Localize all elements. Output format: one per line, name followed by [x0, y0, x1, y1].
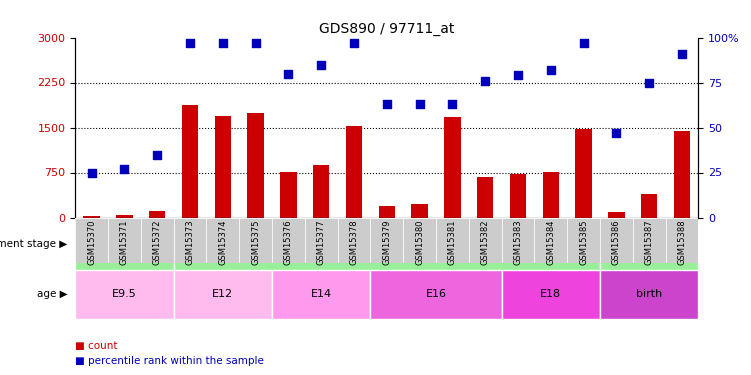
- Bar: [641, 194, 657, 217]
- Bar: [469, 217, 502, 262]
- Bar: [345, 126, 362, 218]
- Bar: [173, 270, 272, 319]
- Text: GSM15383: GSM15383: [514, 220, 523, 266]
- Bar: [412, 204, 428, 218]
- Text: GSM15373: GSM15373: [185, 220, 195, 266]
- Bar: [535, 217, 567, 262]
- Bar: [477, 177, 493, 218]
- Bar: [542, 172, 559, 217]
- Text: birth: birth: [636, 290, 662, 299]
- Point: [414, 101, 426, 107]
- Bar: [149, 211, 165, 218]
- Text: GSM15388: GSM15388: [677, 220, 686, 266]
- Bar: [674, 131, 690, 218]
- Text: E16: E16: [426, 290, 447, 299]
- Bar: [444, 117, 460, 218]
- Text: GSM15381: GSM15381: [448, 220, 457, 265]
- Text: GSM15386: GSM15386: [612, 220, 621, 266]
- Bar: [600, 217, 633, 262]
- Bar: [370, 217, 403, 262]
- Bar: [173, 217, 207, 262]
- Bar: [633, 217, 665, 262]
- Point: [119, 166, 131, 172]
- Bar: [83, 216, 100, 217]
- Text: age ▶: age ▶: [37, 290, 68, 299]
- Point: [86, 170, 98, 176]
- Point: [381, 101, 393, 107]
- Bar: [665, 217, 698, 262]
- Text: GSM15379: GSM15379: [382, 220, 391, 265]
- Point: [578, 40, 590, 46]
- Point: [315, 62, 327, 68]
- Point: [676, 51, 688, 57]
- Bar: [108, 217, 140, 262]
- Point: [184, 40, 196, 46]
- Point: [348, 40, 360, 46]
- Bar: [182, 105, 198, 218]
- Bar: [140, 217, 173, 262]
- Bar: [239, 217, 272, 262]
- Text: GSM15387: GSM15387: [644, 220, 653, 266]
- Text: E14: E14: [311, 290, 332, 299]
- Point: [643, 80, 655, 86]
- Bar: [600, 270, 698, 319]
- Bar: [608, 212, 625, 217]
- Bar: [75, 270, 173, 319]
- Bar: [75, 217, 108, 262]
- Text: GSM15380: GSM15380: [415, 220, 424, 265]
- Text: GSM15374: GSM15374: [219, 220, 228, 265]
- Text: GSM15371: GSM15371: [120, 220, 129, 265]
- Bar: [280, 172, 297, 217]
- Bar: [510, 174, 526, 217]
- Text: GSM15377: GSM15377: [317, 220, 326, 266]
- Bar: [272, 217, 305, 262]
- Bar: [567, 217, 600, 262]
- Point: [446, 101, 458, 107]
- Bar: [305, 217, 337, 262]
- Bar: [207, 217, 239, 262]
- Point: [512, 72, 524, 78]
- Text: GSM15385: GSM15385: [579, 220, 588, 265]
- Point: [282, 70, 294, 76]
- Text: GSM15384: GSM15384: [546, 220, 555, 265]
- Text: ■ percentile rank within the sample: ■ percentile rank within the sample: [75, 356, 264, 366]
- Text: Schwann cell percursors: Schwann cell percursors: [323, 239, 451, 249]
- Bar: [173, 217, 600, 270]
- Bar: [502, 270, 600, 319]
- Bar: [575, 129, 592, 218]
- Text: GSM15382: GSM15382: [481, 220, 490, 265]
- Point: [611, 130, 623, 136]
- Point: [217, 40, 229, 46]
- Title: GDS890 / 97711_at: GDS890 / 97711_at: [319, 22, 454, 36]
- Text: GSM15376: GSM15376: [284, 220, 293, 266]
- Bar: [272, 270, 370, 319]
- Bar: [379, 206, 395, 218]
- Bar: [600, 217, 698, 270]
- Text: GSM15370: GSM15370: [87, 220, 96, 265]
- Point: [479, 78, 491, 84]
- Point: [544, 67, 556, 73]
- Text: GSM15375: GSM15375: [251, 220, 260, 265]
- Point: [249, 40, 261, 46]
- Bar: [313, 165, 330, 218]
- Text: E18: E18: [540, 290, 561, 299]
- Text: E9.5: E9.5: [112, 290, 137, 299]
- Text: ■ count: ■ count: [75, 341, 118, 351]
- Bar: [75, 217, 173, 270]
- Bar: [116, 214, 132, 217]
- Text: E12: E12: [213, 290, 234, 299]
- Text: neural crest
stem cells: neural crest stem cells: [93, 233, 155, 255]
- Bar: [370, 270, 502, 319]
- Bar: [403, 217, 436, 262]
- Bar: [247, 112, 264, 218]
- Point: [151, 152, 163, 157]
- Bar: [502, 217, 535, 262]
- Bar: [337, 217, 370, 262]
- Bar: [215, 116, 231, 218]
- Text: mature
Schwann cell: mature Schwann cell: [615, 233, 683, 255]
- Text: GSM15378: GSM15378: [349, 220, 358, 266]
- Bar: [436, 217, 469, 262]
- Text: GSM15372: GSM15372: [152, 220, 161, 265]
- Text: development stage ▶: development stage ▶: [0, 239, 68, 249]
